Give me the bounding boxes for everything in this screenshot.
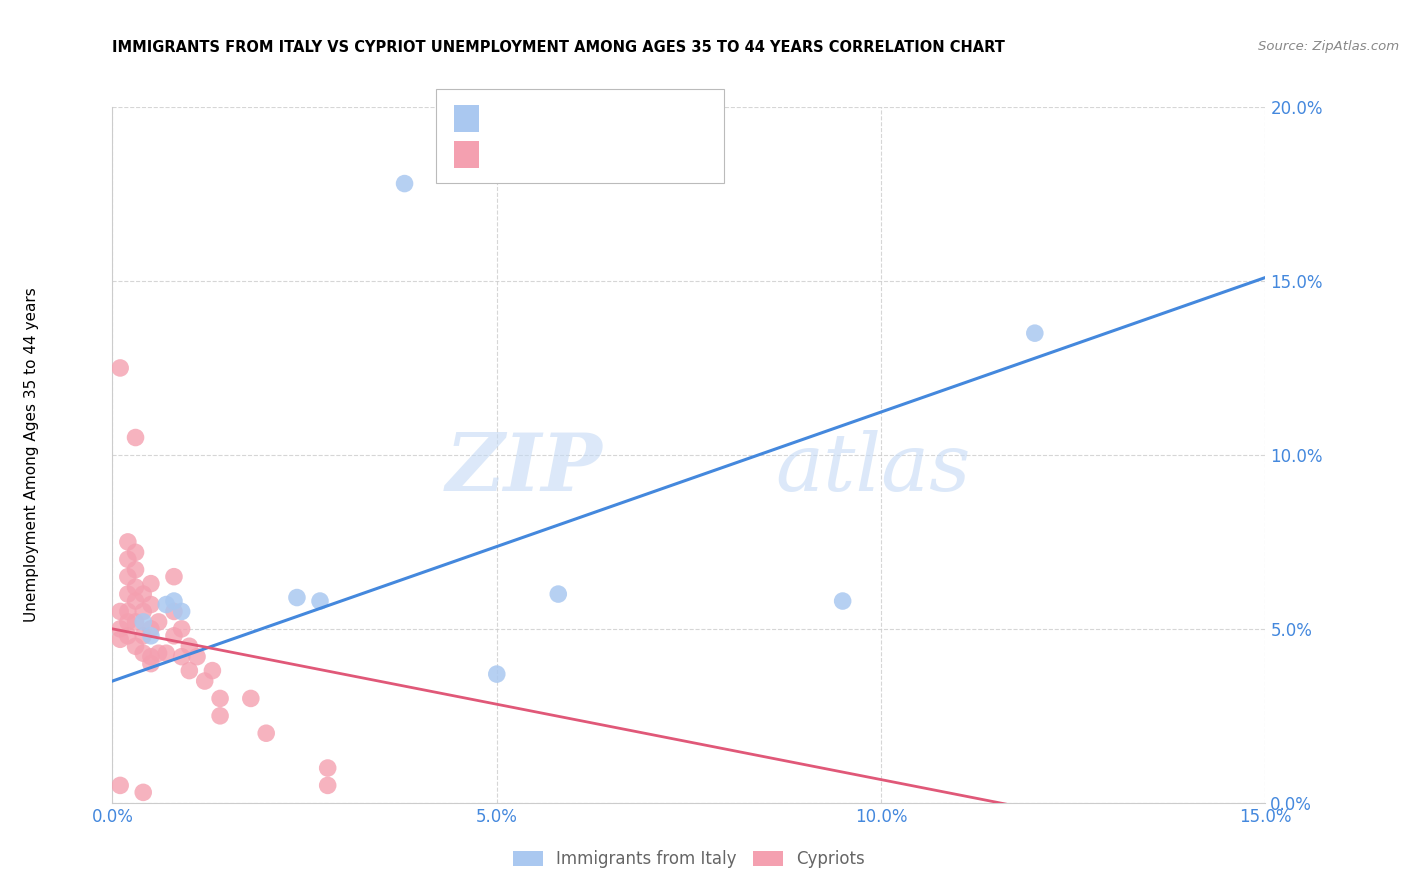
Point xyxy=(394,177,416,191)
Point xyxy=(155,598,177,612)
Point xyxy=(139,657,162,671)
Text: N =: N = xyxy=(579,110,640,128)
Point xyxy=(132,785,155,799)
Point xyxy=(117,605,139,619)
Point xyxy=(124,431,146,445)
Point xyxy=(124,594,146,608)
Point xyxy=(132,629,155,643)
Point xyxy=(124,563,146,577)
Point xyxy=(485,667,508,681)
Point xyxy=(1024,326,1046,340)
Point xyxy=(148,615,170,629)
Legend: Immigrants from Italy, Cypriots: Immigrants from Italy, Cypriots xyxy=(506,843,872,874)
Point xyxy=(163,629,186,643)
Point xyxy=(179,639,201,653)
Point xyxy=(163,594,186,608)
Point xyxy=(239,691,262,706)
Point xyxy=(163,570,186,584)
Text: Unemployment Among Ages 35 to 44 years: Unemployment Among Ages 35 to 44 years xyxy=(24,287,39,623)
Point xyxy=(170,622,193,636)
Text: 0.585: 0.585 xyxy=(530,110,581,128)
Point xyxy=(117,552,139,566)
Point xyxy=(139,598,162,612)
Point xyxy=(108,605,131,619)
Point xyxy=(316,761,339,775)
Point xyxy=(124,580,146,594)
Text: 12: 12 xyxy=(636,110,655,128)
Point xyxy=(547,587,569,601)
Point xyxy=(309,594,332,608)
Point xyxy=(155,646,177,660)
Point xyxy=(132,605,155,619)
Text: atlas: atlas xyxy=(776,430,970,508)
Point xyxy=(139,576,162,591)
Point xyxy=(117,615,139,629)
Point xyxy=(148,646,170,660)
Text: -0.334: -0.334 xyxy=(530,145,591,163)
Point xyxy=(139,629,162,643)
Point xyxy=(108,360,131,375)
Point xyxy=(124,545,146,559)
Point xyxy=(132,646,155,660)
Point xyxy=(132,587,155,601)
Point xyxy=(170,649,193,664)
Text: 48: 48 xyxy=(636,145,655,163)
Point xyxy=(194,674,217,689)
Point xyxy=(117,587,139,601)
Point xyxy=(170,605,193,619)
Point xyxy=(201,664,224,678)
Point xyxy=(209,708,232,723)
Point xyxy=(117,629,139,643)
Point xyxy=(139,622,162,636)
Text: N =: N = xyxy=(583,145,634,163)
Point xyxy=(285,591,308,605)
Text: Source: ZipAtlas.com: Source: ZipAtlas.com xyxy=(1258,40,1399,54)
Point xyxy=(124,639,146,653)
Point xyxy=(108,632,131,647)
Point xyxy=(186,649,208,664)
Point xyxy=(163,605,186,619)
Point xyxy=(117,534,139,549)
Point xyxy=(108,622,131,636)
Point xyxy=(117,570,139,584)
Text: IMMIGRANTS FROM ITALY VS CYPRIOT UNEMPLOYMENT AMONG AGES 35 TO 44 YEARS CORRELAT: IMMIGRANTS FROM ITALY VS CYPRIOT UNEMPLO… xyxy=(112,40,1005,55)
Point xyxy=(139,649,162,664)
Point xyxy=(179,664,201,678)
Point xyxy=(316,778,339,792)
Point xyxy=(132,615,155,629)
Point xyxy=(108,778,131,792)
Text: ZIP: ZIP xyxy=(446,430,602,508)
Point xyxy=(209,691,232,706)
Text: R =: R = xyxy=(488,110,527,128)
Text: R =: R = xyxy=(488,145,527,163)
Point xyxy=(124,615,146,629)
Point xyxy=(254,726,277,740)
Point xyxy=(831,594,853,608)
